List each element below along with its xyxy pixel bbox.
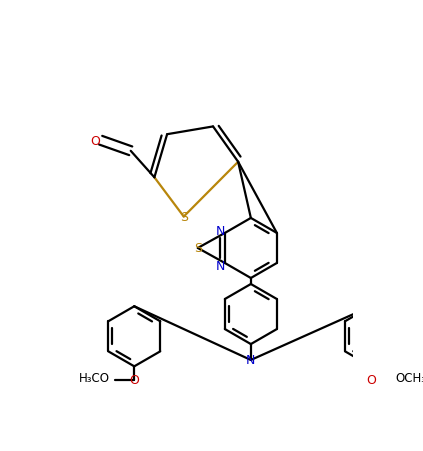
Text: O: O (129, 373, 139, 387)
Text: N: N (216, 224, 225, 237)
Text: O: O (366, 373, 376, 387)
Text: O: O (91, 134, 100, 147)
Text: H₃CO: H₃CO (79, 372, 110, 385)
Text: N: N (216, 260, 225, 273)
Text: N: N (246, 354, 255, 367)
Text: S: S (194, 242, 202, 255)
Text: OCH₃: OCH₃ (395, 372, 423, 385)
Text: S: S (180, 211, 188, 224)
